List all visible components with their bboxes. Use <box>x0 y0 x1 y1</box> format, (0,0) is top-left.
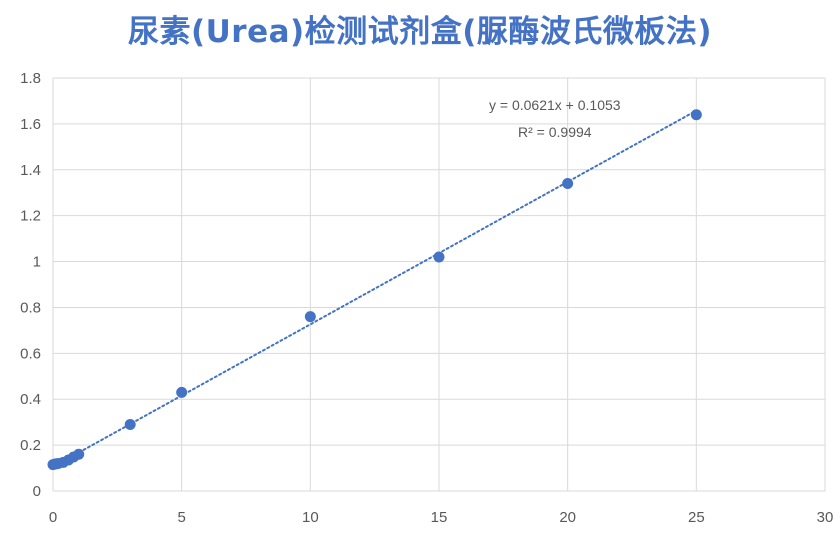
data-point <box>73 448 85 460</box>
data-point <box>690 109 702 121</box>
y-tick-label: 0.8 <box>20 299 41 316</box>
data-point <box>304 311 316 323</box>
trendline <box>52 109 698 468</box>
data-point <box>562 178 574 190</box>
trendline-r-squared: R² = 0.9994 <box>518 124 592 140</box>
data-point <box>176 386 188 398</box>
y-tick-label: 1.6 <box>20 116 41 133</box>
axis-tick-labels: 0 0.2 0.4 0.6 0.8 1 1.2 1.4 1.6 1.8 0 5 10 15 20 25 30 <box>20 70 833 526</box>
y-tick-label: 0 <box>33 483 41 500</box>
x-tick-label: 10 <box>302 509 319 526</box>
x-tick-label: 30 <box>817 509 834 526</box>
y-tick-label: 1.4 <box>20 162 41 179</box>
x-tick-label: 20 <box>559 509 576 526</box>
y-tick-label: 1 <box>33 254 41 271</box>
y-tick-label: 0.4 <box>20 391 41 408</box>
y-tick-label: 0.2 <box>20 437 41 454</box>
data-points-layer <box>47 109 702 471</box>
y-tick-label: 0.6 <box>20 345 41 362</box>
data-point <box>124 418 136 430</box>
grid-layer <box>52 77 826 492</box>
trendline-layer <box>52 109 698 468</box>
x-tick-label: 15 <box>431 509 448 526</box>
chart-title: 尿素(Urea)检测试剂盒(脲酶波氏微板法) <box>127 14 713 50</box>
trendline-equation: y = 0.0621x + 0.1053 <box>489 97 621 113</box>
data-point <box>433 251 445 263</box>
y-tick-label: 1.8 <box>20 70 41 87</box>
x-tick-label: 25 <box>688 509 705 526</box>
x-tick-label: 0 <box>49 509 57 526</box>
y-tick-label: 1.2 <box>20 208 41 225</box>
equation-annotation: y = 0.0621x + 0.1053 R² = 0.9994 <box>489 97 621 140</box>
x-tick-label: 5 <box>177 509 185 526</box>
